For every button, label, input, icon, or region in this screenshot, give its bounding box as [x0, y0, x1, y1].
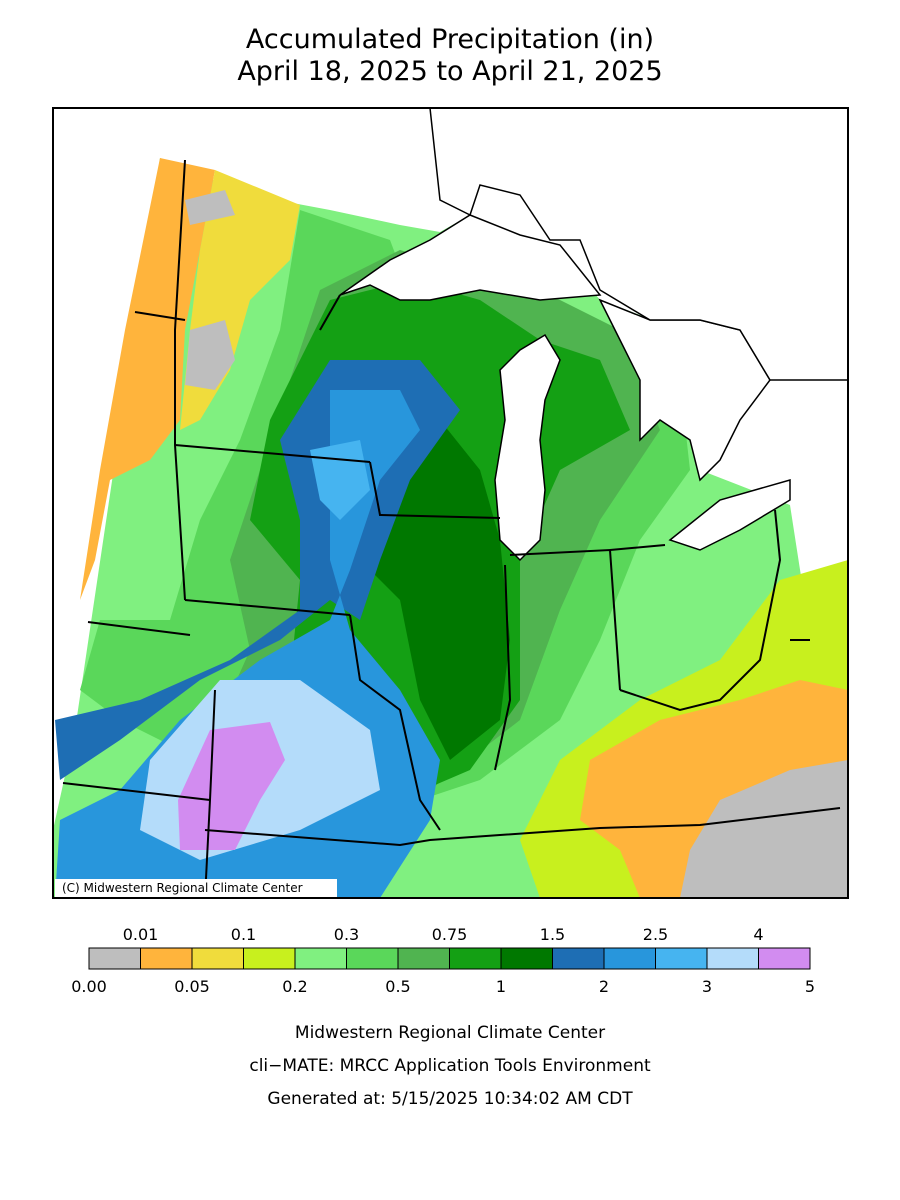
legend-label-lower: 0.5: [385, 977, 410, 996]
legend-swatch: [346, 947, 399, 970]
legend-label-lower: 3: [702, 977, 712, 996]
legend-swatch: [500, 947, 553, 970]
title: Accumulated Precipitation (in): [246, 24, 654, 55]
legend-label-lower: 2: [599, 977, 609, 996]
region-gray-nw: [185, 320, 235, 390]
legend: 0.01 0.1 0.3 0.75 1.5 2.5 4 0.00 0.05 0.2 0.5 1 2 3 5: [71, 925, 815, 996]
footer: Midwestern Regional Climate Center cli−MA…: [249, 1023, 651, 1109]
legend-label-upper: 0.3: [334, 925, 359, 944]
footer-line: cli−MATE: MRCC Application Tools Environ…: [249, 1056, 651, 1076]
legend-label-lower: 0.00: [71, 977, 107, 996]
legend-swatch: [88, 947, 141, 970]
footer-line: Midwestern Regional Climate Center: [295, 1023, 605, 1043]
lake-erie: [668, 479, 791, 551]
canada-land: [429, 108, 848, 381]
legend-label-upper: 0.01: [123, 925, 159, 944]
region-purple: [178, 722, 285, 850]
legend-label-lower: 0.2: [282, 977, 307, 996]
state-borders: [62, 159, 841, 898]
map-frame: [52, 107, 849, 899]
legend-label-upper: 4: [753, 925, 763, 944]
legend-swatch: [758, 947, 811, 970]
legend-label-upper: 1.5: [540, 925, 565, 944]
legend-swatch: [243, 947, 296, 970]
region-gray-se: [680, 760, 848, 898]
region-gray-nw2: [185, 190, 235, 225]
legend-swatch: [449, 947, 502, 970]
map: [53, 108, 848, 898]
subtitle: April 18, 2025 to April 21, 2025: [237, 56, 662, 87]
legend-swatch: [294, 947, 347, 970]
legend-label-upper: 2.5: [643, 925, 668, 944]
legend-label-lower: 5: [805, 977, 815, 996]
copyright: (C) Midwestern Regional Climate Center: [62, 881, 303, 895]
lake-superior: [339, 214, 602, 301]
legend-label-lower: 0.05: [174, 977, 210, 996]
legend-swatch: [191, 947, 244, 970]
legend-label-upper: 0.1: [231, 925, 256, 944]
legend-swatch: [603, 947, 656, 970]
legend-label-lower: 1: [496, 977, 506, 996]
legend-swatch: [397, 947, 450, 970]
legend-label-upper: 0.75: [432, 925, 468, 944]
legend-swatch: [140, 947, 193, 970]
footer-line: Generated at: 5/15/2025 10:34:02 AM CDT: [267, 1089, 633, 1109]
copyright-box: [55, 879, 337, 897]
legend-swatch: [552, 947, 605, 970]
region-orange-west: [80, 158, 215, 600]
legend-swatch: [706, 947, 759, 970]
lake-michigan: [494, 333, 561, 562]
legend-swatch: [655, 947, 708, 970]
